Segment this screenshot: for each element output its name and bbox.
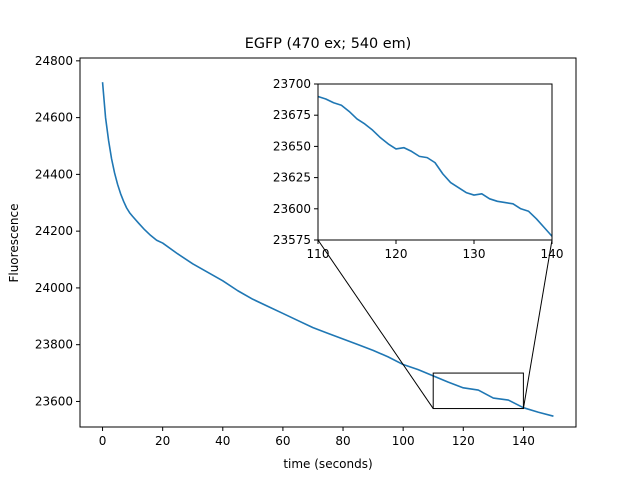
inset-series-line-0 [317, 95, 553, 237]
main-x-tick-label: 60 [275, 434, 290, 448]
main-y-tick-label: 24800 [35, 54, 73, 68]
inset-x-tick-label: 140 [541, 247, 564, 261]
inset-y-tick-label: 23650 [273, 139, 311, 153]
inset-y-tick-label: 23625 [273, 171, 311, 185]
main-series-line-0 [101, 82, 554, 417]
main-y-tick-label: 23600 [35, 394, 73, 408]
inset-x-tick-label: 120 [385, 247, 408, 261]
main-y-tick-label: 24200 [35, 224, 73, 238]
main-series [101, 82, 554, 417]
zoom-box [432, 372, 524, 410]
main-x-tick-label: 100 [392, 434, 415, 448]
y-axis-title: Fluorescence [7, 203, 21, 282]
chart-title: EGFP (470 ex; 540 em) [245, 36, 412, 52]
main-x-tick-label: 120 [452, 434, 475, 448]
zoom-connector-left [317, 239, 434, 409]
main-x-tick-label: 140 [512, 434, 535, 448]
inset-y-tick-label: 23700 [273, 77, 311, 91]
inset-y-tick-label: 23575 [273, 233, 311, 247]
main-y-tick-label: 24600 [35, 111, 73, 125]
inset-x-ticks: 110 120 130 140 [307, 240, 564, 261]
main-x-ticks: 0 20 40 60 80 100 120 140 [99, 427, 535, 448]
inset-x-tick-label: 110 [307, 247, 330, 261]
main-y-tick-label: 24400 [35, 167, 73, 181]
zoom-indicator [317, 239, 553, 410]
inset-y-ticks: 23575 23600 23625 23650 23675 23700 [273, 77, 318, 247]
inset-y-tick-label: 23600 [273, 202, 311, 216]
inset-plot: 110 120 130 140 235752360023625236502367523… [273, 77, 564, 261]
inset-axes-frame [317, 83, 553, 241]
inset-series [317, 95, 553, 237]
main-x-tick-label: 0 [99, 434, 107, 448]
main-axes-frame [79, 57, 577, 428]
main-y-tick-label: 23800 [35, 338, 73, 352]
inset-x-tick-label: 130 [463, 247, 486, 261]
x-axis-title: time (seconds) [283, 457, 372, 471]
main-x-tick-label: 40 [215, 434, 230, 448]
inset-y-tick-label: 23675 [273, 108, 311, 122]
main-y-tick-label: 24000 [35, 281, 73, 295]
main-x-tick-label: 80 [335, 434, 350, 448]
main-y-ticks: 23600 23800 24000 24200 24400 24600 24800 [35, 54, 80, 408]
main-plot: EGFP (470 ex; 540 em) 0 20 40 60 80 100 120 140… [7, 36, 577, 471]
zoom-connector-right [522, 239, 553, 409]
main-x-tick-label: 20 [155, 434, 170, 448]
